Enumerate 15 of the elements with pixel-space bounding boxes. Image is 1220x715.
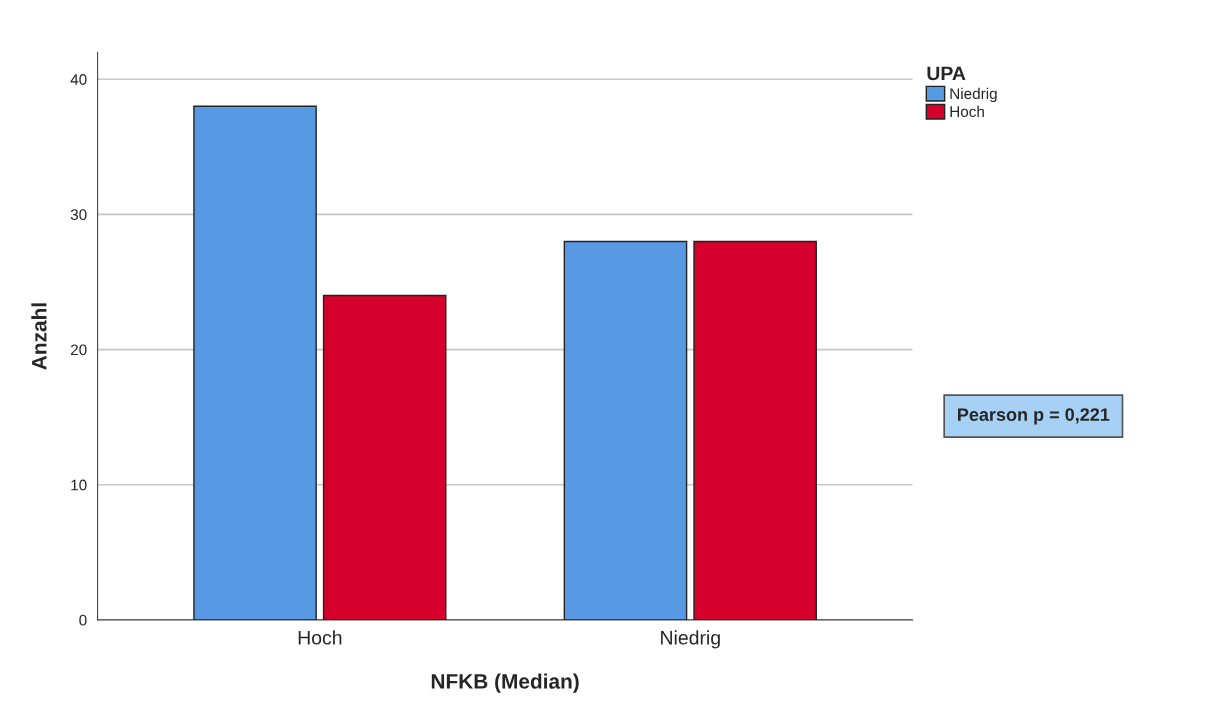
legend-title: UPA <box>927 66 966 81</box>
text: Pearson p = 0,221 <box>958 408 1110 425</box>
bar <box>693 240 817 620</box>
y-axis-title: Anzahl <box>31 303 47 370</box>
legend-label: Niedrig <box>950 87 997 103</box>
y-tick-label: 30 <box>70 209 87 221</box>
bar <box>563 240 688 620</box>
x-axis-title: NFKB (Median) <box>431 673 579 693</box>
y-tick-label: 0 <box>79 614 87 626</box>
y-tick-label: 10 <box>71 479 87 491</box>
y-tick-label: 40 <box>70 74 87 85</box>
legend-label: Hoch <box>950 105 984 118</box>
bar <box>193 105 317 620</box>
y-tick-label: 20 <box>70 344 87 356</box>
bar <box>322 294 447 620</box>
